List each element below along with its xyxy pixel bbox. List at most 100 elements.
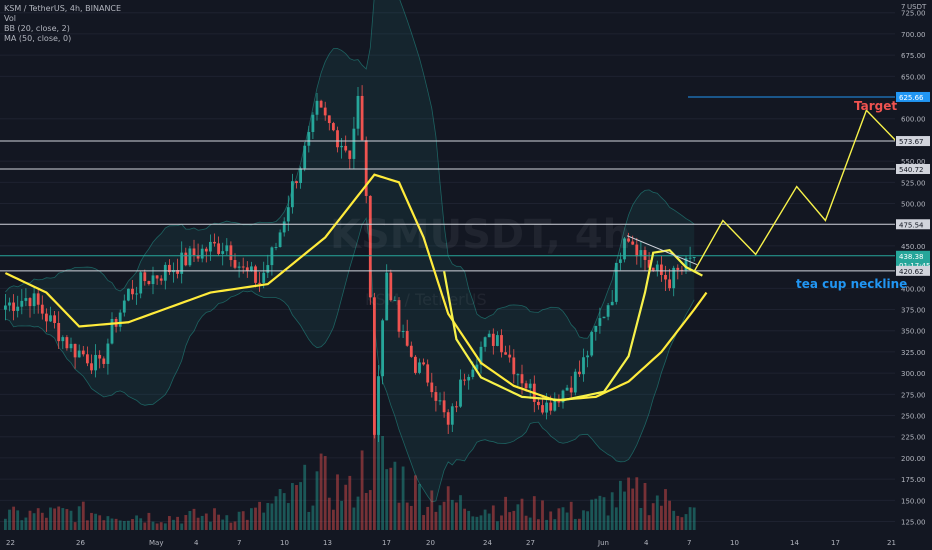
volume-bar bbox=[680, 517, 684, 530]
price-tick: 675.00 bbox=[901, 52, 926, 60]
volume-bar bbox=[463, 508, 466, 530]
volume-bar bbox=[643, 483, 647, 530]
candle-body bbox=[639, 250, 643, 257]
volume-bar bbox=[147, 512, 151, 530]
candle-body bbox=[225, 245, 229, 252]
candle-body bbox=[127, 288, 130, 301]
price-label: 420.62 bbox=[899, 268, 924, 276]
volume-bar bbox=[418, 483, 421, 530]
symbol-title[interactable]: KSM / TetherUS, 4h, BINANCE bbox=[4, 4, 122, 13]
volume-bar bbox=[430, 490, 434, 530]
price-label-box bbox=[896, 219, 930, 230]
candle-body bbox=[664, 274, 667, 280]
time-axis-bg bbox=[0, 530, 932, 550]
volume-bar bbox=[549, 511, 553, 530]
candle-body bbox=[184, 252, 188, 266]
chart-annotations: tea cup neckline Target bbox=[796, 99, 907, 291]
candle-body bbox=[651, 267, 655, 271]
volume-bar bbox=[254, 507, 257, 530]
candle-body bbox=[688, 257, 692, 259]
volume-bar bbox=[8, 509, 11, 530]
candle-body bbox=[409, 345, 413, 357]
time-axis[interactable]: 22 26 May 4 7 10 13 17 20 24 27 Jun 4 7 10 14 17 21 bbox=[0, 530, 932, 550]
neckline-annotation[interactable]: tea cup neckline bbox=[796, 277, 907, 291]
price-axis[interactable]: 725.00 700.00 675.00 650.00 600.00 550.00 525.… bbox=[895, 0, 932, 550]
candle-body bbox=[106, 343, 110, 364]
volume-bar bbox=[614, 507, 618, 530]
volume-bar bbox=[623, 491, 626, 530]
candle-body bbox=[459, 379, 462, 407]
price-tick: 325.00 bbox=[901, 349, 926, 357]
volume-bar bbox=[4, 518, 7, 530]
candle-body bbox=[647, 259, 651, 268]
volume-bar bbox=[655, 495, 659, 530]
handle-trendline[interactable] bbox=[627, 235, 698, 266]
chart-header: KSM / TetherUS, 4h, BINANCE Vol BB (20, … bbox=[4, 4, 121, 44]
candle-body bbox=[537, 401, 540, 406]
bb-upper bbox=[5, 0, 695, 339]
candle-body bbox=[340, 145, 343, 148]
volume-bar bbox=[270, 503, 274, 530]
candle-body bbox=[327, 115, 331, 124]
candle-body bbox=[266, 265, 270, 273]
candle-body bbox=[24, 298, 28, 301]
time-tick: 24 bbox=[483, 539, 492, 547]
candle-body bbox=[594, 325, 598, 332]
volume-bar bbox=[291, 483, 294, 530]
candle-body bbox=[110, 318, 114, 344]
price-label-box bbox=[896, 250, 930, 270]
time-tick: 21 bbox=[887, 539, 896, 547]
candle-body bbox=[598, 318, 602, 326]
volume-bar bbox=[573, 518, 577, 530]
candle-body bbox=[319, 100, 323, 108]
volume-bar bbox=[590, 499, 594, 530]
volume-bar bbox=[619, 480, 622, 530]
price-label: 475.54 bbox=[899, 221, 924, 229]
volume-bar bbox=[315, 471, 319, 530]
candle-body bbox=[86, 354, 89, 364]
candle-body bbox=[520, 374, 524, 384]
target-annotation[interactable]: Target bbox=[854, 99, 897, 113]
projection-path[interactable] bbox=[693, 97, 929, 272]
price-label: 625.66 bbox=[899, 94, 924, 102]
price-axis-unit: USDT bbox=[907, 3, 927, 11]
indicator-vol[interactable]: Vol bbox=[4, 14, 16, 23]
candle-body bbox=[450, 406, 454, 425]
candle-body bbox=[336, 130, 339, 148]
candle-body bbox=[204, 248, 208, 252]
candle-body bbox=[569, 387, 573, 393]
time-tick: 27 bbox=[526, 539, 535, 547]
candle-body bbox=[573, 371, 577, 393]
price-label-box bbox=[896, 265, 930, 276]
cup-curve[interactable] bbox=[443, 248, 703, 402]
candle-body bbox=[307, 132, 311, 146]
candle-body bbox=[364, 140, 368, 196]
time-tick: 17 bbox=[831, 539, 840, 547]
candle-body bbox=[610, 301, 614, 306]
volume-bar bbox=[344, 484, 348, 530]
candle-body bbox=[344, 145, 348, 151]
volume-bar bbox=[327, 497, 331, 530]
volume-bar bbox=[381, 435, 384, 530]
volume-bar bbox=[250, 508, 253, 530]
volume-bar bbox=[262, 512, 266, 530]
volume-bar bbox=[467, 510, 471, 530]
volume-bar bbox=[426, 506, 430, 530]
indicator-ma[interactable]: MA (50, close, 0) bbox=[4, 34, 72, 43]
candle-body bbox=[393, 300, 397, 302]
bb-lower bbox=[5, 217, 695, 503]
volume-bar bbox=[545, 519, 548, 530]
candle-body bbox=[483, 337, 487, 347]
candle-body bbox=[262, 272, 266, 283]
candle-body bbox=[139, 272, 143, 294]
candle-body bbox=[213, 241, 216, 244]
volume-bar bbox=[668, 500, 671, 530]
indicator-bb[interactable]: BB (20, close, 2) bbox=[4, 24, 70, 33]
volume-bar bbox=[647, 515, 651, 530]
candle-body bbox=[561, 390, 565, 403]
volume-bar bbox=[180, 523, 184, 530]
candle-body bbox=[381, 320, 384, 377]
candle-body bbox=[32, 293, 36, 307]
volume-bar bbox=[299, 482, 302, 530]
